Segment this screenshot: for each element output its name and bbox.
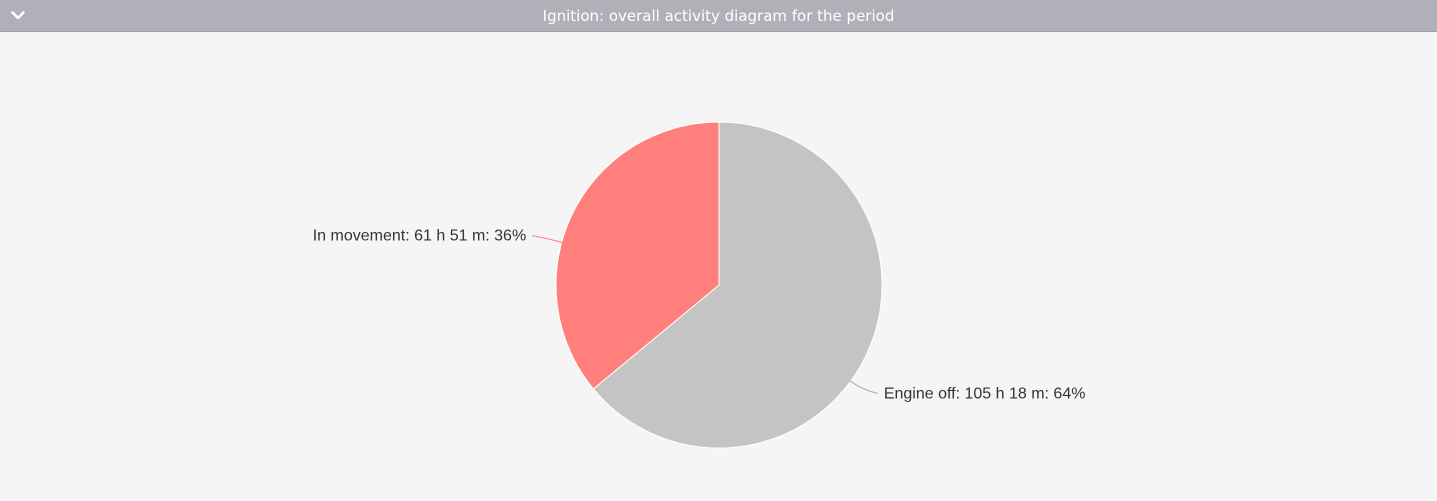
data-label-engine-off: Engine off: 105 h 18 m: 64% xyxy=(884,386,1086,403)
panel-title: Ignition: overall activity diagram for t… xyxy=(542,7,895,25)
pie-slice-in-movement[interactable] xyxy=(555,121,720,390)
pie-slice-engine-off[interactable] xyxy=(592,121,883,449)
connector-line-engine-off xyxy=(849,380,878,395)
pie-chart: Engine off: 105 h 18 m: 64% In movement: … xyxy=(0,33,1437,501)
connector-line-in-movement xyxy=(532,235,563,244)
collapse-button[interactable] xyxy=(4,2,32,30)
pie-chart-svg: Engine off: 105 h 18 m: 64% In movement: … xyxy=(313,121,1086,449)
data-label-in-movement: In movement: 61 h 51 m: 36% xyxy=(313,228,526,245)
chevron-down-icon xyxy=(11,11,25,20)
panel-header: Ignition: overall activity diagram for t… xyxy=(0,0,1437,32)
